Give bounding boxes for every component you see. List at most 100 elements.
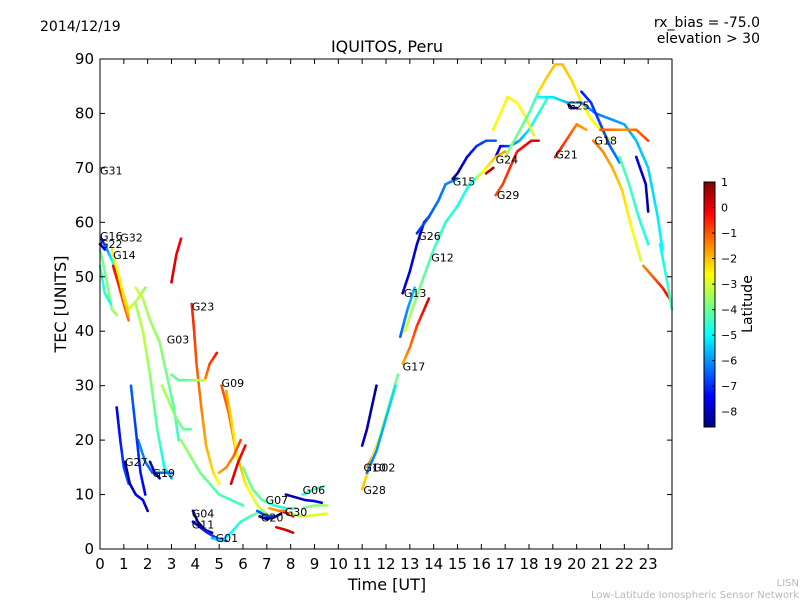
colorbar-label: Latitude xyxy=(740,275,756,333)
y-axis-label: TEC [UNITS] xyxy=(51,256,70,354)
data-point xyxy=(291,531,295,535)
series-g17 xyxy=(401,297,431,366)
plot-frame xyxy=(99,58,673,550)
data-point xyxy=(239,438,242,442)
data-point xyxy=(294,506,297,510)
data-point xyxy=(279,512,283,515)
data-point xyxy=(170,471,173,475)
series-g11 xyxy=(191,520,228,543)
series-g27-b xyxy=(123,460,150,513)
colorbar-tick-label: −1 xyxy=(721,227,737,240)
x-axis-label: Time [UT] xyxy=(347,575,426,594)
data-point xyxy=(146,509,150,513)
series-g14-late xyxy=(301,504,328,510)
x-tick-label: 10 xyxy=(329,555,348,573)
x-tick-label: 22 xyxy=(615,555,634,573)
series-g06 xyxy=(284,493,323,505)
data-point xyxy=(375,384,378,388)
y-tick-label: 50 xyxy=(75,268,94,286)
data-point xyxy=(109,302,113,306)
series-g13-b xyxy=(398,286,416,339)
x-tick-label: 14 xyxy=(424,555,443,573)
series-g07-up xyxy=(229,444,247,486)
data-series-group xyxy=(98,63,674,543)
series-g31-a xyxy=(98,248,119,317)
data-point xyxy=(241,504,245,507)
series-g14-latest xyxy=(658,242,674,311)
satellite-label-g32: G32 xyxy=(120,232,143,245)
data-point xyxy=(396,373,400,377)
satellite-label-g06: G06 xyxy=(303,484,326,497)
data-point xyxy=(322,485,326,488)
satellite-label-g19: G19 xyxy=(152,467,175,480)
y-tick-label: 10 xyxy=(75,486,94,504)
x-tick-label: 13 xyxy=(400,555,419,573)
series-g04 xyxy=(170,373,207,382)
data-point xyxy=(210,531,214,535)
series-g13 xyxy=(401,215,431,295)
series-g26 xyxy=(415,177,459,235)
data-point xyxy=(646,139,650,143)
data-point xyxy=(189,427,192,431)
series-g31-b xyxy=(98,264,113,306)
data-point xyxy=(503,150,507,153)
data-point xyxy=(260,509,264,513)
satellite-label-g02: G02 xyxy=(373,461,396,474)
x-tick-label: 18 xyxy=(519,555,538,573)
series-g03-a xyxy=(134,286,180,442)
data-point xyxy=(103,248,107,251)
series-g24-early xyxy=(170,237,183,284)
satellite-label-g15: G15 xyxy=(453,176,476,189)
satellite-label-g10: G10 xyxy=(363,461,386,474)
y-axis-ticks: 0 10 20 30 40 50 60 70 80 90 xyxy=(75,50,672,558)
colorbar xyxy=(703,181,716,428)
satellite-label-g14: G14 xyxy=(113,249,136,262)
series-g30-b xyxy=(267,506,288,513)
series-g01-b xyxy=(179,438,245,507)
elevation-label: elevation > 30 xyxy=(657,31,760,47)
data-point xyxy=(320,501,323,505)
colorbar-ticks: 1 0 −1 −2 −3 −4 −5 −6 −7 −8 xyxy=(712,176,737,419)
data-point xyxy=(217,482,221,486)
y-tick-label: 90 xyxy=(75,50,94,68)
x-tick-label: 17 xyxy=(496,555,515,573)
x-tick-label: 1 xyxy=(119,555,129,573)
series-g28-b xyxy=(365,384,397,475)
colorbar-tick-label: −3 xyxy=(721,278,737,291)
colorbar-tick-label: −6 xyxy=(721,355,737,368)
series-g29 xyxy=(494,139,540,197)
satellite-label-g27: G27 xyxy=(125,456,148,469)
x-tick-label: 11 xyxy=(353,555,372,573)
data-point xyxy=(179,237,183,241)
series-g31-late xyxy=(503,90,540,159)
x-tick-label: 19 xyxy=(543,555,562,573)
data-point xyxy=(325,512,328,515)
series-g23 xyxy=(190,302,221,486)
satellite-label-g12: G12 xyxy=(431,252,454,265)
data-point xyxy=(456,177,459,181)
brand-label: LISN xyxy=(777,578,799,589)
data-point xyxy=(158,476,161,480)
x-tick-label: 16 xyxy=(472,555,491,573)
series-g01-a xyxy=(203,351,219,382)
series-g19-c xyxy=(148,460,161,480)
series-g25-c xyxy=(537,95,664,251)
data-point xyxy=(127,313,130,317)
y-tick-label: 20 xyxy=(75,431,94,449)
satellite-label-g30: G30 xyxy=(285,506,308,519)
series-g09-b xyxy=(224,389,240,464)
data-point xyxy=(143,493,147,496)
y-tick-label: 30 xyxy=(75,377,94,395)
x-tick-label: 6 xyxy=(238,555,248,573)
satellite-label-g04: G04 xyxy=(192,508,215,521)
colorbar-tick-label: 1 xyxy=(721,176,728,189)
series-g13-late xyxy=(301,485,326,496)
series-g07-b xyxy=(241,465,297,510)
x-tick-label: 23 xyxy=(639,555,658,573)
series-g18 xyxy=(592,139,643,262)
data-point xyxy=(203,378,207,382)
series-g21-b xyxy=(634,155,650,213)
series-g21 xyxy=(553,122,588,159)
